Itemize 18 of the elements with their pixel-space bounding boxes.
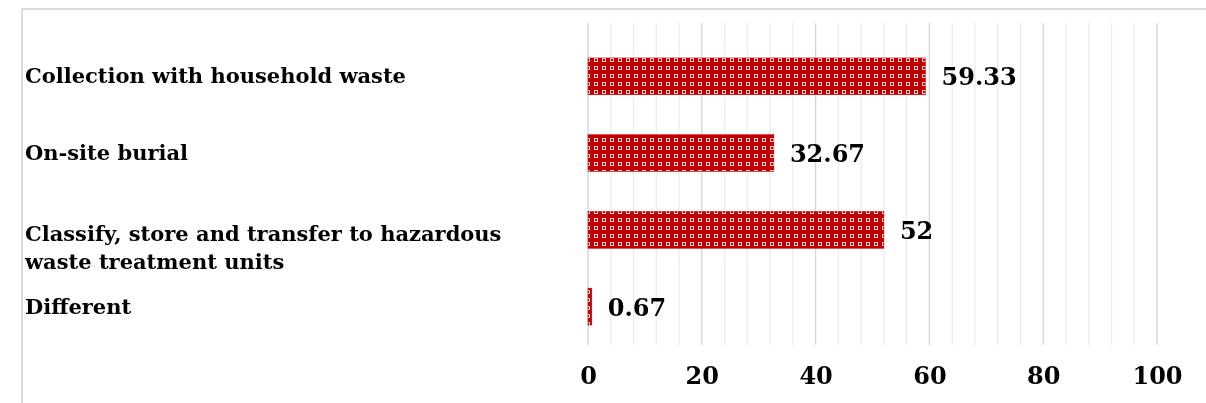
bar (587, 134, 775, 172)
x-tick-label: 40 (799, 361, 833, 391)
bar (587, 211, 885, 249)
x-tick-label: 20 (685, 361, 719, 391)
y-tick-label: Collection with household waste (25, 63, 406, 89)
y-tick-label: Different (25, 293, 132, 319)
x-tick-label: 0 (580, 361, 597, 391)
data-label: 52 (899, 215, 934, 245)
bar (587, 287, 593, 326)
y-tick-label: On-site burial (25, 140, 189, 166)
data-label: 59.33 (941, 62, 1017, 92)
y-tick-label: Classify, store and transfer to hazardous waste treatment units (24, 220, 502, 274)
data-label: 32.67 (789, 139, 866, 169)
x-tick-label: 60 (913, 361, 947, 391)
x-tick-label: 100 (1132, 361, 1183, 391)
data-label: 0.67 (607, 292, 667, 322)
x-tick-label: 80 (1027, 361, 1061, 391)
bar (587, 57, 926, 96)
